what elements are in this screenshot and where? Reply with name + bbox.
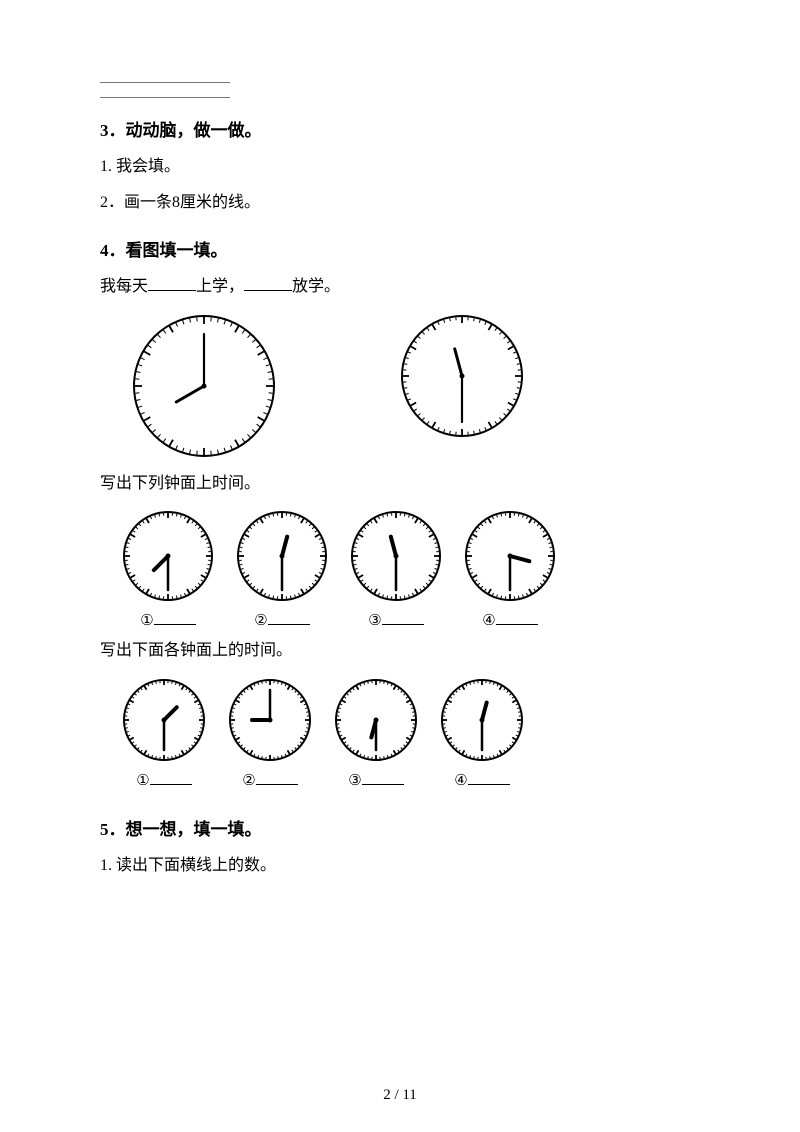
clock-row-large: 12369 12369: [130, 312, 700, 460]
clock-label: ①: [140, 608, 195, 635]
sentence-mid: 上学，: [196, 278, 244, 295]
blank-input[interactable]: [256, 768, 298, 785]
clock: 12369④: [438, 676, 526, 795]
clock: 12369: [398, 312, 526, 460]
section-5-item-1: 1. 读出下面横线上的数。: [100, 852, 700, 881]
clock-label: ①: [136, 768, 191, 795]
svg-text:6: 6: [393, 602, 400, 604]
svg-text:6: 6: [161, 762, 167, 764]
clock: 12369①: [120, 676, 208, 795]
clock-label: ③: [368, 608, 423, 635]
blank-input[interactable]: [496, 608, 538, 625]
clock: 12369①: [120, 508, 216, 635]
page-number: 2 / 11: [0, 1087, 800, 1104]
clock-label: ③: [348, 768, 403, 795]
svg-text:12: 12: [162, 508, 175, 510]
clock: 12369②: [226, 676, 314, 795]
section-3-item-1: 1. 我会填。: [100, 153, 700, 182]
clock: 12369: [130, 312, 278, 460]
svg-text:6: 6: [479, 762, 485, 764]
blank-input[interactable]: [362, 768, 404, 785]
svg-text:12: 12: [390, 508, 403, 510]
row2-caption: 写出下面各钟面上的时间。: [100, 637, 700, 666]
svg-text:6: 6: [373, 762, 379, 764]
clock-label: ②: [254, 608, 309, 635]
clock-label: ④: [482, 608, 537, 635]
clock: 12369④: [462, 508, 558, 635]
section-3-heading: 3．动动脑，做一做。: [100, 116, 700, 147]
sentence-post: 放学。: [292, 278, 340, 295]
row1-caption: 写出下列钟面上时间。: [100, 470, 700, 499]
clock-row-2: 12369①12369②12369③12369④: [120, 676, 700, 795]
blank-input[interactable]: [382, 608, 424, 625]
blank-input[interactable]: [244, 274, 292, 291]
section-4-heading: 4．看图填一填。: [100, 236, 700, 267]
blank-input[interactable]: [154, 608, 196, 625]
svg-text:12: 12: [476, 676, 488, 679]
svg-text:6: 6: [279, 602, 286, 604]
svg-text:6: 6: [507, 602, 514, 604]
svg-text:6: 6: [165, 602, 172, 604]
svg-text:12: 12: [504, 508, 517, 510]
svg-text:12: 12: [455, 312, 469, 315]
svg-text:12: 12: [158, 676, 170, 679]
clock-row-1: 12369①12369②12369③12369④: [120, 508, 700, 635]
blank-input[interactable]: [468, 768, 510, 785]
section-3-item-2: 2．画一条8厘米的线。: [100, 189, 700, 218]
clock: 12369②: [234, 508, 330, 635]
svg-text:6: 6: [267, 762, 273, 764]
clock: 12369③: [348, 508, 444, 635]
clock-label: ②: [242, 768, 297, 795]
clock-label: ④: [454, 768, 509, 795]
blank-input[interactable]: [268, 608, 310, 625]
sentence-pre: 我每天: [100, 278, 148, 295]
blank-input[interactable]: [148, 274, 196, 291]
svg-text:12: 12: [370, 676, 382, 679]
blank-input[interactable]: [150, 768, 192, 785]
answer-line: [100, 80, 230, 83]
svg-text:12: 12: [276, 508, 289, 510]
svg-text:12: 12: [197, 312, 212, 315]
answer-line: [100, 95, 230, 98]
section-5-heading: 5．想一想，填一填。: [100, 815, 700, 846]
section-4-sentence: 我每天 上学， 放学。: [100, 273, 700, 302]
svg-text:12: 12: [264, 676, 276, 679]
clock: 12369③: [332, 676, 420, 795]
